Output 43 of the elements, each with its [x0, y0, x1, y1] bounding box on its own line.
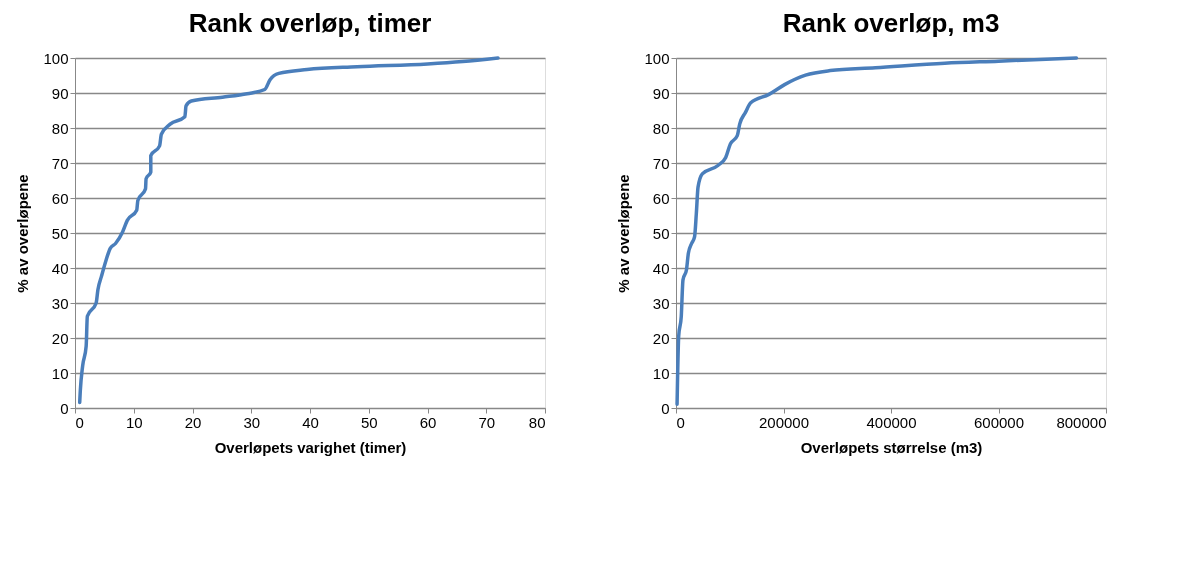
x-tick-label: 0 [75, 413, 84, 431]
x-tick-label: 80 [528, 413, 546, 431]
y-tick-label: 40 [51, 259, 69, 277]
chart-title: Rank overløp, m3 [782, 8, 1000, 38]
x-tick-label: 600000 [973, 413, 1025, 431]
y-tick-label: 70 [51, 154, 69, 172]
chart-title: Rank overløp, timer [188, 8, 432, 38]
y-tick-label: 90 [51, 84, 69, 102]
x-tick-label: 800000 [1056, 413, 1107, 431]
y-tick-label: 60 [652, 189, 670, 207]
x-tick-label: 20 [184, 413, 202, 431]
x-tick-label: 200000 [758, 413, 810, 431]
line-series [77, 56, 500, 405]
y-tick-label: 10 [51, 364, 69, 382]
y-tick-label: 70 [652, 154, 670, 172]
x-tick-label: 0 [676, 413, 685, 431]
y-tick-label: 100 [644, 49, 670, 67]
x-tick-label: 70 [478, 413, 496, 431]
x-tick-label: 60 [419, 413, 437, 431]
y-tick-label: 10 [652, 364, 670, 382]
x-tick-label: 400000 [866, 413, 917, 431]
y-tick-label: 30 [652, 294, 670, 312]
y-tick-label: 40 [652, 259, 670, 277]
y-tick-label: 50 [652, 224, 670, 242]
y-tick-label: 80 [51, 119, 69, 137]
y-axis-title: % av overløpene [14, 174, 32, 293]
y-axis-title: % av overløpene [615, 174, 633, 293]
y-tick-label: 100 [43, 49, 69, 67]
x-axis-title: Overløpets varighet (timer) [214, 438, 407, 456]
y-tick-label: 20 [51, 329, 69, 347]
y-tick-label: 50 [51, 224, 69, 242]
x-tick-label: 50 [360, 413, 378, 431]
x-axis-title: Overløpets størrelse (m3) [800, 438, 983, 456]
y-tick-label: 30 [51, 294, 69, 312]
y-tick-label: 80 [652, 119, 670, 137]
y-tick-label: 20 [652, 329, 670, 347]
y-tick-label: 0 [661, 399, 670, 417]
x-tick-label: 10 [125, 413, 143, 431]
y-tick-label: 0 [60, 399, 69, 417]
y-tick-label: 90 [652, 84, 670, 102]
x-tick-label: 40 [302, 413, 319, 431]
x-tick-label: 30 [243, 413, 261, 431]
y-tick-label: 60 [51, 189, 69, 207]
